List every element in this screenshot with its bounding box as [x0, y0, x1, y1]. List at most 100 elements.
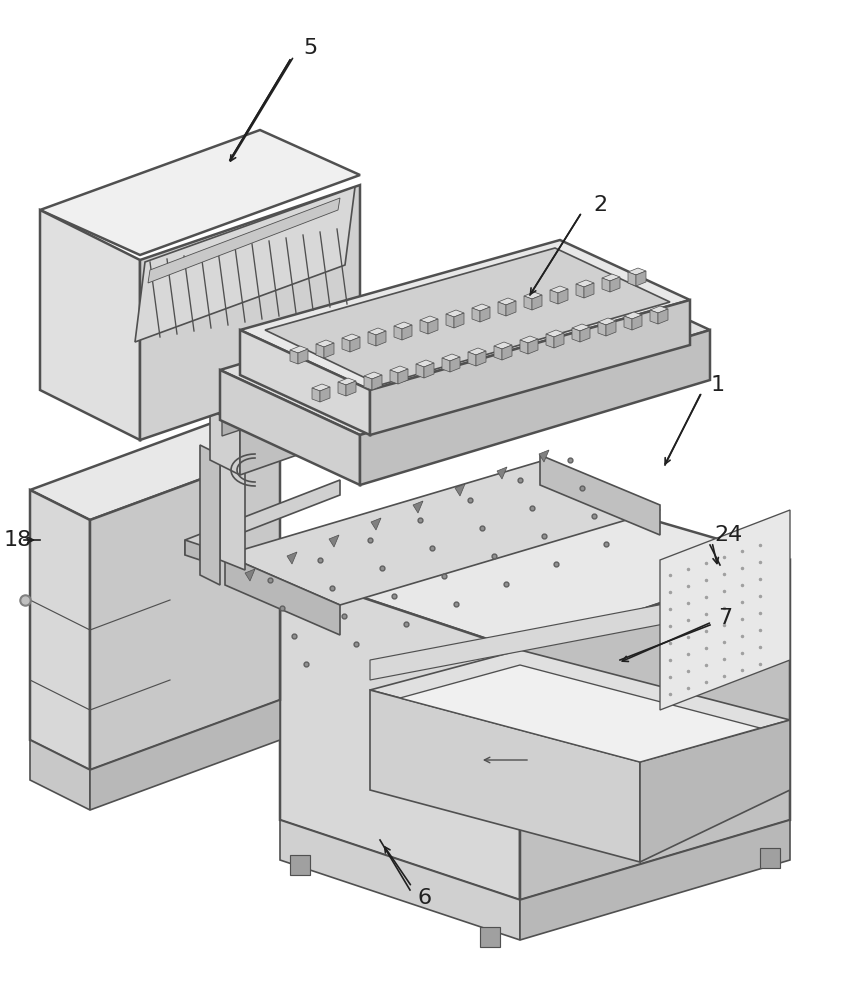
Polygon shape: [220, 265, 710, 435]
Text: 2: 2: [593, 195, 607, 215]
Polygon shape: [546, 330, 564, 337]
Polygon shape: [320, 387, 330, 402]
Polygon shape: [494, 342, 512, 349]
Polygon shape: [650, 310, 658, 324]
Polygon shape: [472, 304, 490, 311]
Polygon shape: [90, 450, 280, 770]
Polygon shape: [650, 306, 668, 313]
Polygon shape: [280, 570, 520, 900]
Polygon shape: [290, 350, 298, 364]
Polygon shape: [624, 316, 632, 330]
Polygon shape: [210, 375, 340, 425]
Text: 6: 6: [418, 888, 432, 908]
Polygon shape: [225, 555, 340, 635]
Polygon shape: [558, 289, 568, 304]
Polygon shape: [554, 333, 564, 348]
Polygon shape: [602, 274, 620, 281]
Polygon shape: [446, 310, 464, 317]
Polygon shape: [287, 552, 297, 564]
Polygon shape: [580, 327, 590, 342]
Polygon shape: [370, 650, 790, 762]
Polygon shape: [468, 348, 486, 355]
Polygon shape: [210, 410, 240, 475]
Polygon shape: [316, 344, 324, 358]
Polygon shape: [658, 309, 668, 324]
Polygon shape: [342, 334, 360, 341]
Polygon shape: [376, 331, 386, 346]
Polygon shape: [368, 332, 376, 346]
Polygon shape: [420, 320, 428, 334]
Text: 24: 24: [714, 525, 742, 545]
Polygon shape: [372, 375, 382, 390]
Polygon shape: [468, 352, 476, 366]
Polygon shape: [576, 284, 584, 298]
Polygon shape: [30, 420, 280, 520]
Polygon shape: [338, 378, 356, 385]
Polygon shape: [316, 340, 334, 347]
Polygon shape: [539, 450, 549, 462]
Polygon shape: [476, 351, 486, 366]
Text: 5: 5: [303, 38, 317, 58]
Polygon shape: [148, 198, 340, 283]
Polygon shape: [480, 307, 490, 322]
Text: 7: 7: [718, 608, 732, 628]
Polygon shape: [632, 315, 642, 330]
Polygon shape: [624, 312, 642, 319]
Polygon shape: [498, 302, 506, 316]
Polygon shape: [370, 690, 640, 862]
Polygon shape: [350, 337, 360, 352]
Polygon shape: [636, 271, 646, 286]
Polygon shape: [312, 388, 320, 402]
Polygon shape: [450, 357, 460, 372]
Polygon shape: [494, 346, 502, 360]
Polygon shape: [442, 354, 460, 361]
Polygon shape: [324, 343, 334, 358]
Polygon shape: [480, 927, 500, 947]
Polygon shape: [598, 318, 616, 325]
Polygon shape: [420, 316, 438, 323]
Polygon shape: [442, 358, 450, 372]
Polygon shape: [240, 330, 370, 435]
Polygon shape: [390, 366, 408, 373]
Polygon shape: [329, 535, 339, 547]
Polygon shape: [280, 490, 790, 650]
Polygon shape: [572, 328, 580, 342]
Polygon shape: [520, 820, 790, 940]
Polygon shape: [30, 740, 90, 810]
Polygon shape: [225, 460, 660, 605]
Polygon shape: [416, 360, 434, 367]
Polygon shape: [660, 510, 790, 710]
Polygon shape: [446, 314, 454, 328]
Polygon shape: [550, 290, 558, 304]
Polygon shape: [628, 272, 636, 286]
Polygon shape: [497, 467, 507, 479]
Polygon shape: [370, 580, 790, 680]
Polygon shape: [360, 330, 710, 485]
Polygon shape: [200, 445, 220, 585]
Polygon shape: [394, 326, 402, 340]
Polygon shape: [598, 322, 606, 336]
Polygon shape: [506, 301, 516, 316]
Polygon shape: [312, 384, 330, 391]
Polygon shape: [400, 665, 760, 762]
Polygon shape: [520, 336, 538, 343]
Polygon shape: [185, 540, 200, 560]
Polygon shape: [338, 382, 346, 396]
Polygon shape: [342, 338, 350, 352]
Polygon shape: [245, 569, 255, 581]
Polygon shape: [524, 296, 532, 310]
Polygon shape: [135, 187, 355, 342]
Polygon shape: [498, 298, 516, 305]
Polygon shape: [185, 480, 340, 555]
Polygon shape: [572, 324, 590, 331]
Polygon shape: [40, 130, 360, 255]
Polygon shape: [520, 340, 528, 354]
Polygon shape: [280, 820, 520, 940]
Polygon shape: [454, 313, 464, 328]
Polygon shape: [455, 484, 465, 496]
Polygon shape: [30, 490, 90, 770]
Polygon shape: [413, 501, 423, 513]
Polygon shape: [298, 349, 308, 364]
Polygon shape: [398, 369, 408, 384]
Polygon shape: [402, 325, 412, 340]
